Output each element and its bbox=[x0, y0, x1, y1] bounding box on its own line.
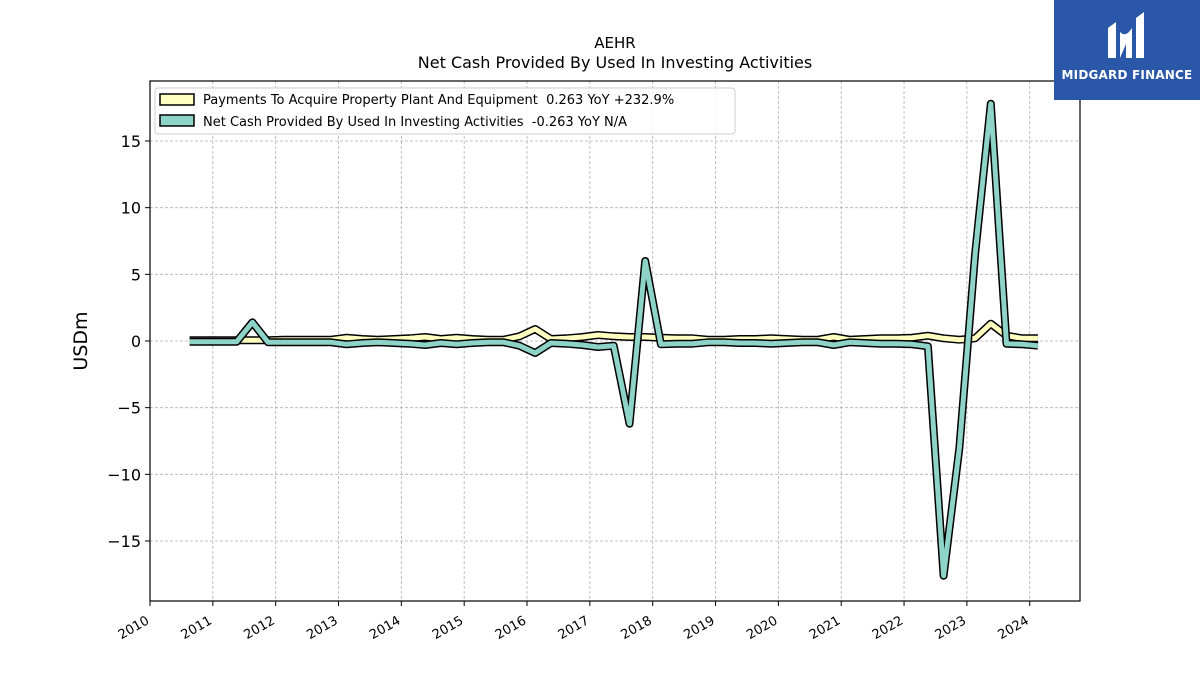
x-tick-label: 2016 bbox=[493, 613, 529, 643]
midgard-logo-icon bbox=[1108, 12, 1144, 58]
x-tick-label: 2019 bbox=[681, 613, 717, 643]
legend-box bbox=[154, 87, 736, 135]
y-tick-label: −5 bbox=[117, 399, 141, 418]
x-tick-label: 2017 bbox=[556, 613, 592, 643]
x-tick-label: 2012 bbox=[242, 613, 278, 643]
legend-swatch-investing bbox=[159, 114, 195, 127]
x-tick-label: 2018 bbox=[619, 613, 655, 643]
y-tick-label: 15 bbox=[121, 132, 141, 151]
y-tick-label: −10 bbox=[107, 465, 141, 484]
x-tick-label: 2022 bbox=[870, 613, 906, 643]
x-tick-label: 2011 bbox=[179, 613, 215, 643]
legend: Payments To Acquire Property Plant And E… bbox=[154, 87, 736, 135]
x-tick-label: 2021 bbox=[807, 613, 843, 643]
series-layer bbox=[189, 99, 1039, 580]
chart-subtitle: Net Cash Provided By Used In Investing A… bbox=[418, 53, 812, 72]
brand-name: MIDGARD FINANCE bbox=[1061, 68, 1193, 82]
legend-label-investing: Net Cash Provided By Used In Investing A… bbox=[203, 115, 627, 130]
y-axis-label: USDm bbox=[70, 311, 92, 370]
series-1-line bbox=[189, 101, 1039, 579]
x-tick-label: 2023 bbox=[933, 613, 969, 643]
legend-label-capex: Payments To Acquire Property Plant And E… bbox=[203, 93, 674, 108]
chart-title: AEHR bbox=[594, 34, 635, 52]
legend-swatch-capex bbox=[159, 93, 195, 106]
x-tick-label: 2013 bbox=[304, 613, 340, 643]
series-0-line bbox=[189, 321, 1038, 343]
y-tick-label: 10 bbox=[121, 199, 141, 218]
y-tick-label: 5 bbox=[131, 265, 141, 284]
ticks: 2010 2011 2012 2013 2014 2015 2016 2017 2018 2019… bbox=[107, 132, 1031, 643]
grid bbox=[149, 81, 1080, 601]
brand-logo: MIDGARD FINANCE bbox=[1054, 0, 1200, 100]
x-tick-label: 2010 bbox=[116, 613, 152, 643]
y-tick-label: 0 bbox=[131, 332, 141, 351]
y-tick-label: −15 bbox=[107, 532, 141, 551]
x-tick-label: 2015 bbox=[430, 613, 466, 643]
x-tick-label: 2020 bbox=[744, 613, 780, 643]
x-tick-label: 2014 bbox=[367, 613, 403, 643]
x-tick-label: 2024 bbox=[996, 613, 1032, 643]
